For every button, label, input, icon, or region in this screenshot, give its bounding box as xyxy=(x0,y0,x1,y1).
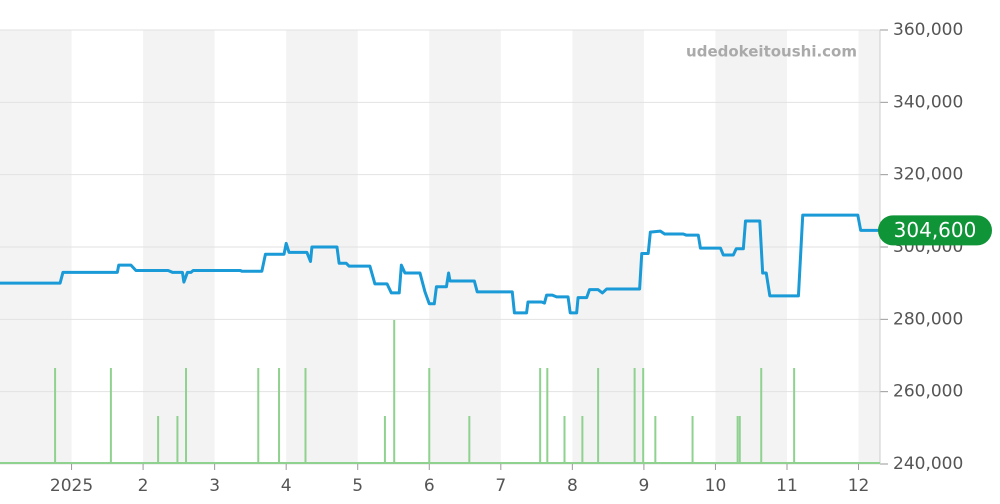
x-tick-label: 3 xyxy=(209,476,220,496)
y-tick-label: 360,000 xyxy=(893,20,963,40)
price xyxy=(0,213,880,315)
labels: 240,000260,000280,000300,000320,000340,0… xyxy=(50,20,992,496)
volume xyxy=(0,320,880,464)
x-tick-label: 6 xyxy=(424,476,435,496)
x-tick-label: 2 xyxy=(138,476,149,496)
watermark: udedokeitoushi.com xyxy=(686,43,857,61)
y-tick-label: 240,000 xyxy=(893,454,963,474)
current-value-badge xyxy=(878,215,992,246)
x-tick-label: 10 xyxy=(705,476,727,496)
x-tick-label: 9 xyxy=(638,476,649,496)
y-tick-label: 260,000 xyxy=(893,382,963,402)
x-tick-label: 4 xyxy=(281,476,292,496)
y-tick-label: 280,000 xyxy=(893,309,963,329)
y-tick-label: 320,000 xyxy=(893,165,963,185)
current-value-label: 304,600 xyxy=(894,218,977,242)
y-tick-label: 340,000 xyxy=(893,92,963,112)
x-tick-label: 8 xyxy=(567,476,578,496)
x-tick-label: 2025 xyxy=(50,476,93,496)
x-tick-label: 12 xyxy=(848,476,870,496)
x-tick-label: 7 xyxy=(495,476,506,496)
x-tick-label: 5 xyxy=(352,476,363,496)
x-tick-label: 11 xyxy=(776,476,798,496)
price-line xyxy=(0,213,880,315)
